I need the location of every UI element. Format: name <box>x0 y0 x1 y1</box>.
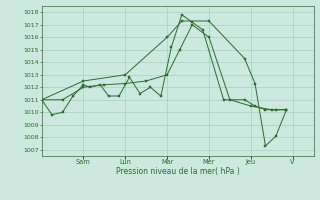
X-axis label: Pression niveau de la mer( hPa ): Pression niveau de la mer( hPa ) <box>116 167 239 176</box>
